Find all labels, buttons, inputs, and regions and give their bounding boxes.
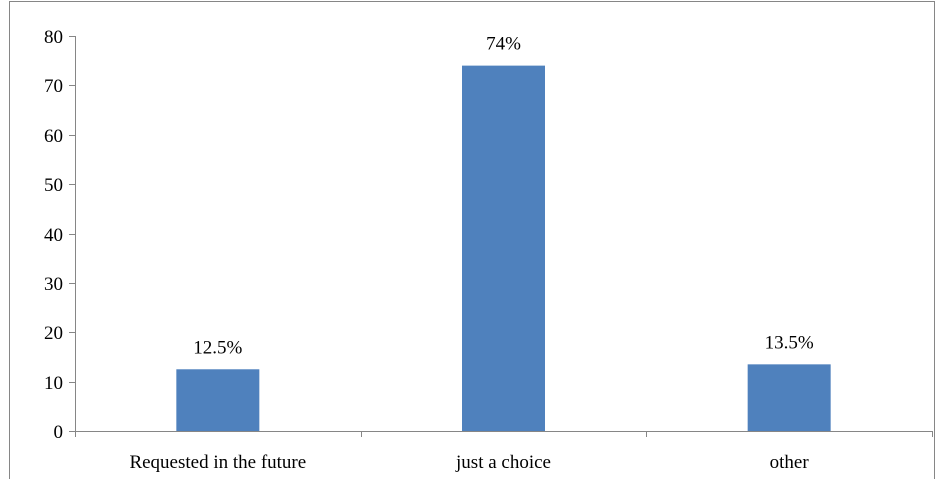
y-tick-label: 50 [44,175,63,196]
y-tick-label: 10 [44,373,63,394]
chart-frame [9,1,935,479]
bar [462,65,545,431]
y-tick-label: 40 [44,225,63,246]
bars [176,65,831,431]
data-label: 74% [486,34,521,55]
category-label: Requested in the future [129,452,306,473]
category-label: other [770,452,810,473]
bar [176,369,260,431]
y-tick-label: 30 [44,274,63,295]
bar [747,364,831,431]
chart-border [9,1,935,479]
y-tick-label: 60 [44,126,63,147]
category-label: just a choice [455,452,551,473]
data-label: 13.5% [765,332,814,353]
y-tick-label: 70 [44,76,63,97]
axes [69,36,933,437]
data-label: 12.5% [193,337,242,358]
y-tick-label: 0 [54,422,64,443]
labels: 0 10 20 30 40 50 60 70 80 12.5% Requested in the f… [44,27,814,473]
y-tick-label: 20 [44,323,63,344]
y-tick-label: 80 [44,27,63,48]
